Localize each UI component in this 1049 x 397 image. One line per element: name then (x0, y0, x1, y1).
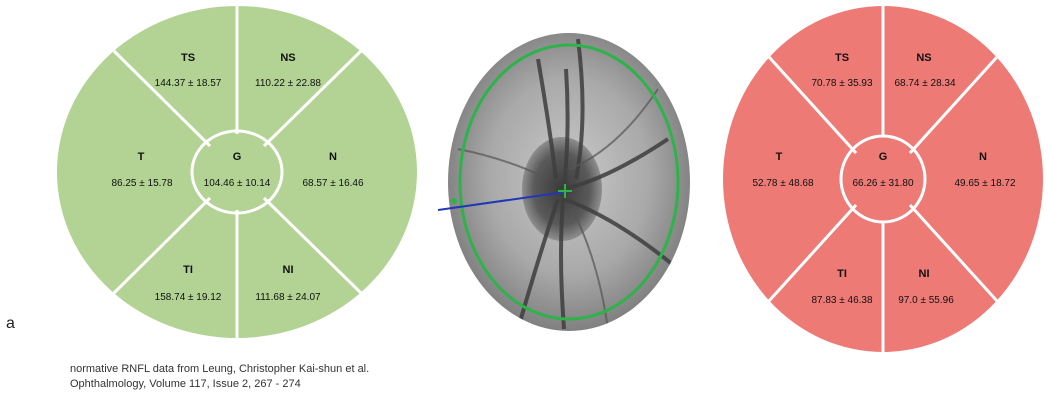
sector-ts-value: 70.78 ± 35.93 (811, 78, 873, 89)
sector-g-value: 104.46 ± 10.14 (204, 178, 271, 189)
sector-ti-value: 87.83 ± 46.38 (811, 295, 873, 306)
sector-g-label: G (233, 151, 242, 163)
sector-ti-label: TI (183, 264, 193, 276)
sector-ns-value: 68.74 ± 28.34 (894, 78, 956, 89)
sector-ni-value: 97.0 ± 55.96 (898, 295, 954, 306)
sector-t-value: 86.25 ± 15.78 (111, 178, 173, 189)
sector-ti-value: 158.74 ± 19.12 (155, 292, 222, 303)
scan-start-line (438, 191, 566, 211)
sector-g-label: G (879, 151, 888, 163)
sector-ts-label: TS (835, 52, 849, 64)
sector-n-value: 68.57 ± 16.46 (302, 178, 364, 189)
normative-sector-chart: TS 144.37 ± 18.57 NS 110.22 ± 22.88 T 86… (57, 6, 417, 338)
optic-disc-fundus-image (438, 33, 690, 331)
sector-ni-value: 111.68 ± 24.07 (255, 292, 321, 303)
citation-line-1: normative RNFL data from Leung, Christop… (70, 363, 370, 375)
sector-t-label: T (138, 151, 145, 163)
sector-n-value: 49.65 ± 18.72 (954, 178, 1016, 189)
sector-ni-label: NI (919, 268, 930, 280)
sector-n-label: N (329, 151, 337, 163)
sector-t-label: T (776, 151, 783, 163)
sector-ns-value: 110.22 ± 22.88 (255, 78, 321, 89)
fundus-vessels (457, 38, 680, 330)
sector-ni-label: NI (283, 264, 294, 276)
patient-sector-dividers (767, 6, 999, 352)
sector-ti-label: TI (837, 268, 847, 280)
sector-n-label: N (979, 151, 987, 163)
sector-ts-label: TS (181, 52, 195, 64)
sector-ns-label: NS (280, 52, 295, 64)
normative-sector-dividers (112, 6, 363, 338)
scan-circle (458, 43, 680, 321)
citation-line-2: Ophthalmology, Volume 117, Issue 2, 267 … (70, 378, 301, 390)
scan-start-dot (451, 198, 457, 204)
sector-ts-value: 144.37 ± 18.57 (155, 78, 222, 89)
normative-chart-disc (57, 6, 417, 338)
patient-sector-chart: TS 70.78 ± 35.93 NS 68.74 ± 28.34 T 52.7… (723, 6, 1043, 352)
sector-g-value: 66.26 ± 31.80 (852, 178, 914, 189)
citation: normative RNFL data from Leung, Christop… (70, 362, 369, 392)
disc-center-marker (558, 184, 572, 198)
sector-ns-label: NS (916, 52, 931, 64)
panel-letter: a (6, 315, 15, 332)
sector-t-value: 52.78 ± 48.68 (752, 178, 814, 189)
